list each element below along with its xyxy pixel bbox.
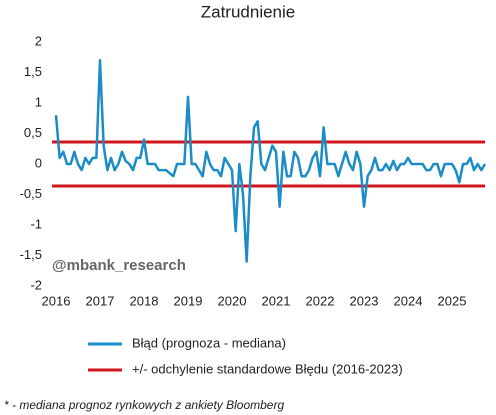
x-tick-label: 2019 [174,293,203,308]
y-tick-label: 0 [35,155,42,170]
legend-label: Błąd (prognoza - mediana) [132,335,286,350]
footnote: * - mediana prognoz rynkowych z ankiety … [4,398,284,412]
y-tick-label: -1 [30,216,42,231]
x-tick-label: 2022 [306,293,335,308]
legend-label: +/- odchylenie standardowe Błędu (2016-2… [132,361,403,376]
y-tick-label: -1,5 [20,247,42,262]
chart-title: Zatrudnienie [201,2,296,21]
x-tick-label: 2024 [394,293,423,308]
data-line [54,59,487,263]
x-tick-label: 2023 [350,293,379,308]
x-tick-label: 2025 [438,293,467,308]
x-tick-label: 2017 [86,293,115,308]
x-tick-label: 2020 [218,293,247,308]
y-tick-label: 1,5 [24,64,42,79]
watermark: @mbank_research [52,257,186,274]
y-tick-label: -2 [30,277,42,292]
x-tick-label: 2018 [130,293,159,308]
y-tick-label: 1 [35,94,42,109]
y-tick-label: 0,5 [24,125,42,140]
x-tick-label: 2016 [42,293,71,308]
y-tick-label: 2 [35,33,42,48]
x-tick-label: 2021 [262,293,291,308]
y-tick-label: -0,5 [20,186,42,201]
